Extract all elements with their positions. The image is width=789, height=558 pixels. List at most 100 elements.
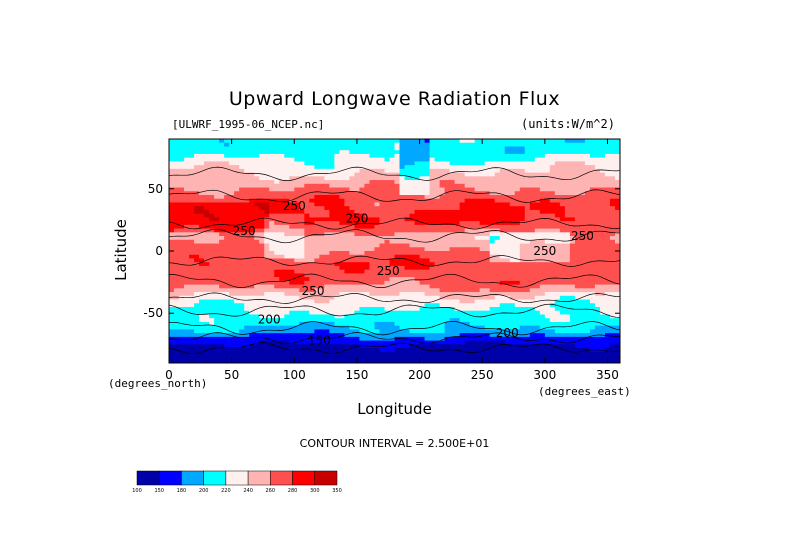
heatmap-cell bbox=[364, 202, 371, 207]
heatmap-cell bbox=[594, 176, 601, 181]
heatmap-cell bbox=[229, 187, 235, 192]
heatmap-cell bbox=[589, 277, 596, 282]
heatmap-cell bbox=[534, 273, 541, 278]
heatmap-cell bbox=[359, 258, 366, 263]
heatmap-cell bbox=[219, 224, 225, 230]
heatmap-cell bbox=[519, 247, 526, 252]
heatmap-cell bbox=[459, 191, 466, 196]
heatmap-cell bbox=[269, 236, 275, 241]
heatmap-cell bbox=[209, 307, 215, 312]
heatmap-cell bbox=[224, 303, 230, 308]
heatmap-cell bbox=[599, 280, 606, 286]
heatmap-cell bbox=[424, 157, 431, 162]
heatmap-cell bbox=[369, 139, 376, 144]
heatmap-cell bbox=[184, 153, 190, 159]
heatmap-cell bbox=[604, 277, 611, 282]
heatmap-cell bbox=[569, 153, 576, 159]
heatmap-cell bbox=[389, 176, 396, 181]
heatmap-cell bbox=[554, 206, 561, 211]
heatmap-cell bbox=[534, 307, 541, 312]
heatmap-cell bbox=[494, 310, 501, 316]
heatmap-cell bbox=[394, 243, 401, 248]
heatmap-cell bbox=[299, 232, 305, 237]
heatmap-cell bbox=[549, 153, 556, 159]
heatmap-cell bbox=[194, 318, 200, 323]
heatmap-cell bbox=[504, 191, 511, 196]
heatmap-cell bbox=[574, 168, 581, 174]
heatmap-cell bbox=[609, 269, 616, 274]
heatmap-cell bbox=[524, 314, 531, 319]
heatmap-cell bbox=[579, 161, 586, 166]
heatmap-cell bbox=[444, 187, 451, 192]
heatmap-cell bbox=[409, 292, 416, 297]
heatmap-cell bbox=[169, 146, 175, 151]
heatmap-cell bbox=[554, 314, 561, 319]
heatmap-cell bbox=[169, 269, 175, 274]
heatmap-cell bbox=[204, 329, 210, 334]
heatmap-cell bbox=[324, 228, 330, 233]
heatmap-cell bbox=[314, 273, 320, 278]
heatmap-cell bbox=[494, 146, 501, 151]
heatmap-cell bbox=[344, 146, 350, 151]
heatmap-cell bbox=[494, 153, 501, 159]
heatmap-cell bbox=[339, 206, 345, 211]
heatmap-cell bbox=[374, 265, 381, 271]
heatmap-cell bbox=[409, 217, 416, 222]
heatmap-cell bbox=[424, 307, 431, 312]
heatmap-cell bbox=[604, 262, 611, 267]
heatmap-cell bbox=[194, 142, 200, 148]
heatmap-cell bbox=[529, 340, 536, 345]
heatmap-cell bbox=[374, 236, 381, 241]
heatmap-cell bbox=[479, 146, 486, 151]
heatmap-cell bbox=[524, 228, 531, 233]
heatmap-cell bbox=[194, 180, 200, 185]
heatmap-cell bbox=[234, 254, 240, 260]
heatmap-cell bbox=[224, 292, 230, 297]
heatmap-cell bbox=[229, 191, 235, 196]
heatmap-cell bbox=[479, 303, 486, 308]
heatmap-cell bbox=[369, 153, 376, 159]
heatmap-cell bbox=[169, 209, 175, 215]
heatmap-cell bbox=[534, 265, 541, 271]
heatmap-cell bbox=[334, 288, 340, 293]
heatmap-cell bbox=[364, 146, 371, 151]
heatmap-cell bbox=[559, 146, 566, 151]
heatmap-cell bbox=[504, 187, 511, 192]
heatmap-cell bbox=[479, 265, 486, 271]
heatmap-cell bbox=[209, 269, 215, 274]
heatmap-cell bbox=[209, 161, 215, 166]
heatmap-cell bbox=[234, 221, 240, 226]
heatmap-cell bbox=[219, 295, 225, 301]
heatmap-cell bbox=[284, 262, 290, 267]
heatmap-cell bbox=[409, 273, 416, 278]
heatmap-cell bbox=[314, 325, 320, 330]
heatmap-cell bbox=[319, 318, 325, 323]
heatmap-cell bbox=[564, 321, 571, 327]
heatmap-cell bbox=[509, 198, 516, 204]
heatmap-cell bbox=[599, 165, 606, 170]
heatmap-cell bbox=[249, 176, 255, 181]
heatmap-cell bbox=[574, 336, 581, 342]
heatmap-cell bbox=[264, 254, 270, 260]
heatmap-cell bbox=[239, 314, 245, 319]
heatmap-cell bbox=[334, 239, 340, 245]
heatmap-cell bbox=[364, 318, 371, 323]
heatmap-cell bbox=[599, 176, 606, 181]
heatmap-cell bbox=[479, 273, 486, 278]
heatmap-cell bbox=[574, 165, 581, 170]
heatmap-cell bbox=[369, 336, 376, 342]
heatmap-cell bbox=[424, 209, 431, 215]
heatmap-cell bbox=[394, 191, 401, 196]
heatmap-cell bbox=[194, 202, 200, 207]
heatmap-cell bbox=[414, 180, 421, 185]
heatmap-cell bbox=[244, 299, 250, 304]
heatmap-cell bbox=[384, 325, 391, 330]
heatmap-cell bbox=[374, 307, 381, 312]
heatmap-cell bbox=[374, 336, 381, 342]
heatmap-cell bbox=[264, 251, 270, 256]
heatmap-cell bbox=[394, 277, 401, 282]
heatmap-cell bbox=[594, 150, 601, 155]
heatmap-cell bbox=[519, 292, 526, 297]
heatmap-cell bbox=[304, 183, 310, 189]
heatmap-cell bbox=[499, 336, 506, 342]
